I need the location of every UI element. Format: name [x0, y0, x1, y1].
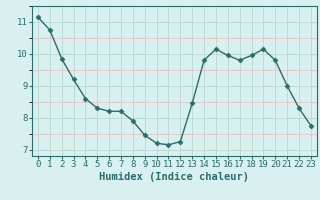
X-axis label: Humidex (Indice chaleur): Humidex (Indice chaleur): [100, 172, 249, 182]
